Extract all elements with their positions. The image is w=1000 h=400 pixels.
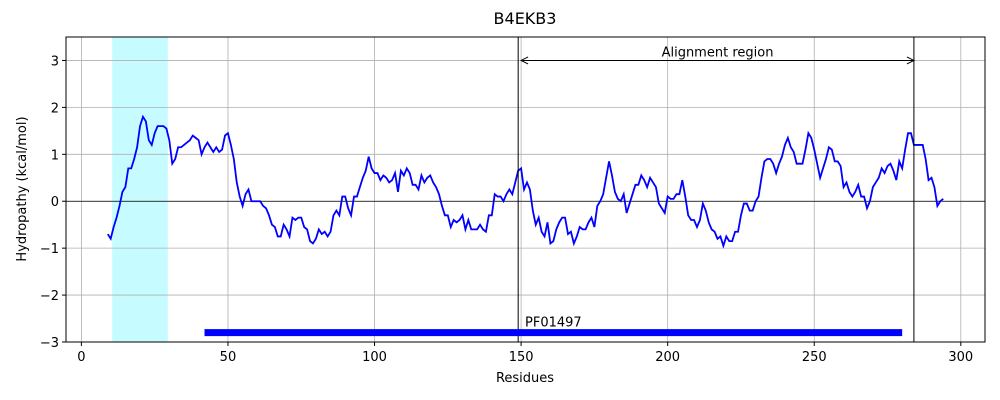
y-tick-label: 2 — [51, 101, 59, 116]
x-tick-label: 200 — [655, 350, 680, 365]
hydropathy-line — [107, 114, 944, 249]
domain-label: PF01497 — [525, 316, 582, 331]
y-tick-label: −3 — [40, 336, 59, 351]
x-tick-label: 50 — [220, 350, 237, 365]
arrow-head — [519, 56, 529, 65]
y-tick-label: 3 — [51, 54, 59, 69]
x-axis-label: Residues — [496, 371, 554, 386]
x-tick-label: 300 — [948, 350, 973, 365]
arrow-head — [906, 56, 916, 65]
domain-bar — [204, 329, 903, 337]
y-axis-label: Hydropathy (kcal/mol) — [15, 116, 30, 261]
x-tick-label: 150 — [509, 350, 534, 365]
plot-frame — [65, 36, 986, 343]
y-tick-label: 1 — [51, 148, 59, 163]
y-tick-label: −1 — [40, 242, 59, 257]
x-tick-label: 250 — [802, 350, 827, 365]
y-tick-label: −2 — [40, 289, 59, 304]
highlight-span — [112, 37, 168, 342]
alignment-label: Alignment region — [662, 45, 774, 60]
x-tick-label: 0 — [77, 350, 85, 365]
y-tick-label: 0 — [51, 195, 59, 210]
x-tick-label: 100 — [362, 350, 387, 365]
chart-title: B4EKB3 — [494, 9, 557, 28]
